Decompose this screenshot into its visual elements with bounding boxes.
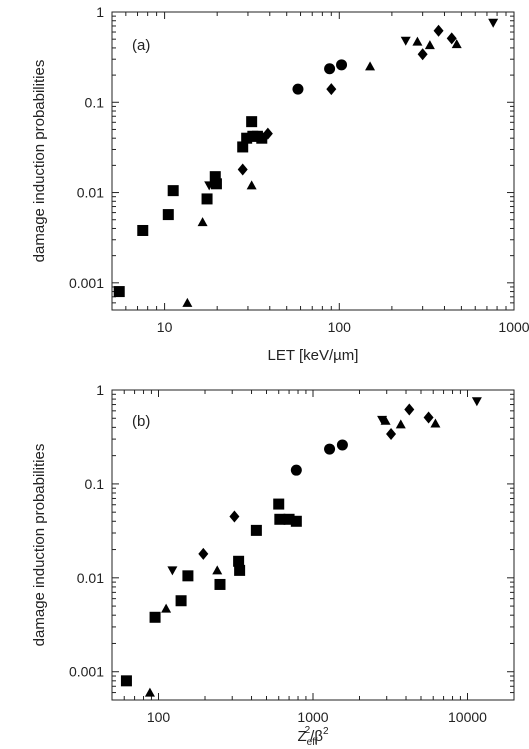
diamond-point-b: [423, 411, 434, 424]
square-point-b: [283, 513, 295, 525]
square-point-b: [234, 564, 246, 576]
diamond-point-b: [404, 403, 415, 416]
circle-point-a: [292, 83, 304, 95]
triangle-up-point-a: [451, 39, 462, 49]
x-axis-label-b: Zeff2/β2: [297, 725, 328, 748]
y-tick-label-b: 0.01: [77, 570, 104, 586]
square-point-b: [250, 524, 262, 536]
triangle-up-point-a: [197, 217, 208, 227]
diamond-point-a: [433, 24, 444, 37]
square-point-b: [149, 611, 161, 623]
square-point-a: [237, 141, 249, 153]
circle-point-a: [336, 59, 348, 71]
triangle-up-point-a: [365, 61, 376, 71]
y-tick-label-a: 1: [96, 4, 104, 20]
square-point-a: [113, 286, 125, 298]
square-point-b: [290, 515, 302, 527]
square-point-b: [120, 675, 132, 687]
x-tick-label-a: 100: [328, 319, 352, 335]
square-point-b: [214, 578, 226, 590]
square-point-a: [201, 193, 213, 205]
diamond-point-a: [326, 83, 337, 96]
data-points-a: [113, 18, 499, 307]
diamond-point-a: [262, 127, 273, 140]
x-tick-label-a: 1000: [498, 319, 529, 335]
diamond-point-b: [229, 510, 240, 523]
axes-b: 0.001 0.01 0.1 1 100 1000 10000: [69, 382, 515, 725]
circle-point-b: [324, 443, 336, 455]
y-tick-label-a: 0.01: [77, 185, 104, 201]
diamond-point-a: [417, 48, 428, 61]
triangle-down-point-a: [400, 36, 411, 46]
x-tick-label-b: 1000: [297, 709, 328, 725]
panel-label-b: (b): [132, 413, 150, 430]
square-point-a: [241, 132, 253, 144]
triangle-down-point-a: [204, 181, 215, 191]
panel-b: (b) damage induction probabilities Zeff2…: [31, 382, 515, 748]
y-axis-label-b: damage induction probabilities: [31, 444, 48, 647]
square-point-a: [209, 171, 221, 183]
circle-point-b: [290, 464, 302, 476]
square-point-a: [137, 224, 149, 236]
panel-label-a: (a): [132, 37, 150, 54]
plot-frame-b: [111, 389, 515, 701]
square-point-a: [162, 209, 174, 221]
triangle-up-point-b: [212, 565, 223, 575]
diamond-point-a: [446, 32, 457, 45]
y-tick-label-b: 0.001: [69, 664, 104, 680]
triangle-up-point-a: [424, 40, 435, 50]
square-point-a: [246, 116, 258, 128]
square-point-b: [182, 570, 194, 582]
x-tick-label-b: 100: [147, 709, 171, 725]
triangle-down-point-b: [167, 566, 178, 576]
square-point-a: [256, 132, 268, 144]
x-axis-label-a: LET [keV/µm]: [268, 347, 359, 364]
triangle-up-point-b: [395, 419, 406, 429]
square-point-a: [167, 185, 179, 197]
y-axis-label-a: damage induction probabilities: [31, 60, 48, 263]
y-tick-label-a: 0.1: [85, 94, 105, 110]
triangle-up-point-b: [430, 418, 441, 428]
square-point-a: [210, 178, 222, 190]
diamond-point-b: [386, 427, 397, 440]
y-tick-label-a: 0.001: [69, 275, 104, 291]
diamond-point-b: [198, 547, 209, 560]
triangle-up-point-b: [161, 603, 172, 613]
diamond-point-a: [237, 163, 248, 176]
square-point-b: [274, 513, 286, 525]
triangle-down-point-b: [377, 415, 388, 425]
square-point-b: [273, 498, 285, 510]
x-tick-label-a: 10: [157, 319, 173, 335]
y-tick-label-b: 1: [96, 382, 104, 398]
circle-point-b: [336, 439, 348, 451]
square-point-b: [233, 555, 245, 567]
data-points-b: [120, 397, 482, 697]
panel-a: (a) damage induction probabilities LET […: [31, 4, 529, 364]
triangle-up-point-a: [246, 180, 257, 190]
triangle-up-point-a: [182, 297, 193, 307]
plot-frame-a: [111, 11, 515, 311]
square-point-b: [175, 595, 187, 607]
circle-point-a: [324, 63, 336, 75]
triangle-up-point-a: [412, 36, 423, 46]
x-tick-label-b: 10000: [448, 709, 487, 725]
triangle-up-point-b: [144, 687, 155, 697]
y-tick-label-b: 0.1: [85, 476, 105, 492]
triangle-down-point-b: [471, 397, 482, 407]
axes-a: 0.001 0.01 0.1 1 10 100 1000: [69, 4, 529, 335]
triangle-down-point-a: [488, 18, 499, 28]
